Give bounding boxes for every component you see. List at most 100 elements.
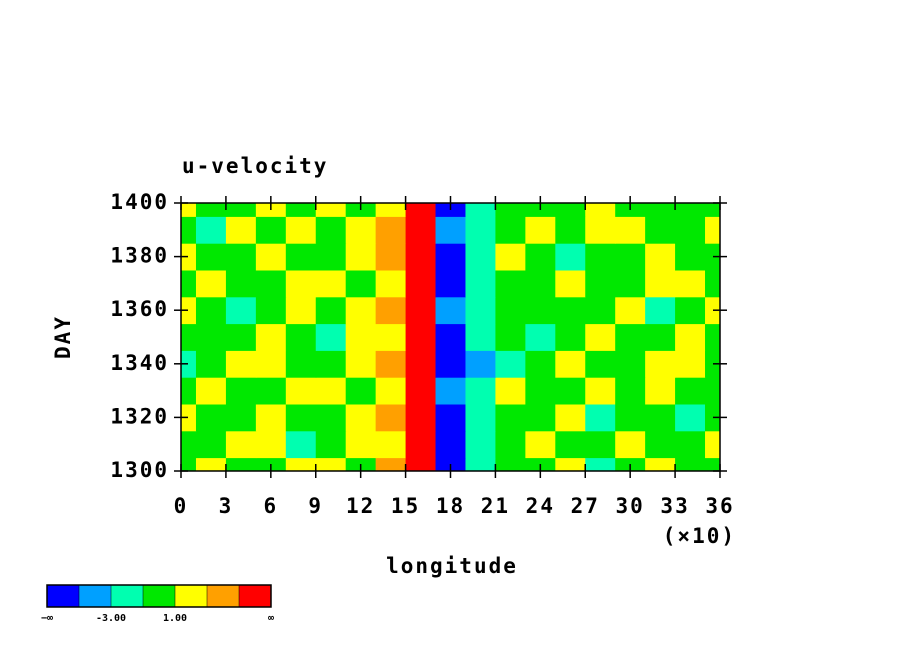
field-cell: [645, 404, 676, 432]
field-cell: [585, 270, 616, 298]
field-cell: [405, 377, 437, 405]
field-cell: [345, 270, 377, 298]
field-cell: [705, 216, 720, 244]
field-cell: [675, 377, 706, 405]
y-axis-label: DAY: [51, 315, 75, 359]
field-cell: [181, 350, 197, 378]
field-cell: [705, 243, 720, 271]
field-cell: [255, 323, 287, 351]
field-cell: [225, 270, 257, 298]
colorbar-box: [79, 585, 111, 607]
field-cell: [615, 216, 646, 244]
colorbar-box: [143, 585, 175, 607]
field-cell: [195, 203, 227, 217]
field-cell: [435, 377, 466, 405]
field-cell: [615, 350, 646, 378]
field-cell: [525, 350, 556, 378]
x-tick-label: 15: [391, 494, 420, 518]
field-cell: [285, 203, 317, 217]
field-cell: [465, 323, 496, 351]
field-cell: [675, 243, 706, 271]
field-cell: [495, 377, 526, 405]
field-cell: [645, 216, 676, 244]
field-cell: [555, 203, 586, 217]
field-cell: [495, 404, 526, 432]
y-tick-label: 1340: [110, 351, 169, 375]
x-tick-label: 36: [705, 494, 734, 518]
field-cell: [705, 457, 720, 471]
field-cell: [315, 377, 347, 405]
field-cell: [525, 323, 556, 351]
field-cell: [555, 243, 586, 271]
field-cell: [315, 404, 347, 432]
field-cell: [285, 377, 317, 405]
field-cell: [255, 350, 287, 378]
field-cell: [255, 216, 287, 244]
field-cell: [225, 457, 257, 471]
field-cell: [315, 323, 347, 351]
field-cell: [181, 377, 197, 405]
field-cell: [255, 430, 287, 459]
field-cell: [645, 296, 676, 325]
field-cell: [585, 350, 616, 378]
field-cell: [345, 377, 377, 405]
field-cell: [285, 296, 317, 325]
field-cell: [405, 296, 437, 325]
field-cell: [465, 404, 496, 432]
field-cell: [495, 243, 526, 271]
field-cell: [315, 457, 347, 471]
field-cell: [375, 216, 407, 244]
field-cell: [285, 270, 317, 298]
field-cell: [195, 377, 227, 405]
field-cell: [495, 350, 526, 378]
field-cell: [495, 296, 526, 325]
field-cell: [585, 457, 616, 471]
field-cell: [585, 216, 616, 244]
field-cell: [345, 350, 377, 378]
x-tick-label: 33: [660, 494, 689, 518]
field-cell: [705, 296, 720, 325]
field-cell: [195, 350, 227, 378]
field-cell: [525, 270, 556, 298]
field-cell: [255, 377, 287, 405]
colorbar-box: [111, 585, 143, 607]
colorbar-label: −∞: [41, 613, 53, 624]
field-cell: [645, 457, 676, 471]
field-cell: [675, 430, 706, 459]
field-cell: [195, 323, 227, 351]
y-tick-label: 1400: [110, 190, 169, 214]
field-cell: [181, 323, 197, 351]
field-cell: [495, 323, 526, 351]
field-cell: [585, 243, 616, 271]
field-cell: [375, 457, 407, 471]
field-cell: [181, 457, 197, 471]
field-cell: [585, 203, 616, 217]
x-tick-label: 24: [526, 494, 555, 518]
field-cell: [225, 296, 257, 325]
field-cell: [675, 216, 706, 244]
field-cell: [705, 430, 720, 459]
field-cell: [405, 216, 437, 244]
y-tick-label: 1360: [110, 297, 169, 321]
y-tick-label: 1380: [110, 244, 169, 268]
field-cell: [315, 203, 347, 217]
field-cell: [315, 243, 347, 271]
x-axis-label: longitude: [386, 554, 518, 578]
field-cell: [675, 350, 706, 378]
colorbar-box: [175, 585, 207, 607]
field-cell: [435, 323, 466, 351]
field-cell: [255, 404, 287, 432]
field-cell: [255, 243, 287, 271]
field-cell: [225, 203, 257, 217]
x-tick-label: 0: [174, 494, 189, 518]
field-cell: [465, 243, 496, 271]
colorbar-label: -3.00: [96, 613, 126, 624]
field-cell: [525, 430, 556, 459]
field-cell: [225, 377, 257, 405]
field-cell: [225, 430, 257, 459]
field-cell: [555, 430, 586, 459]
field-cell: [375, 243, 407, 271]
field-cell: [615, 270, 646, 298]
field-cell: [181, 296, 197, 325]
y-tick-label: 1320: [110, 404, 169, 428]
